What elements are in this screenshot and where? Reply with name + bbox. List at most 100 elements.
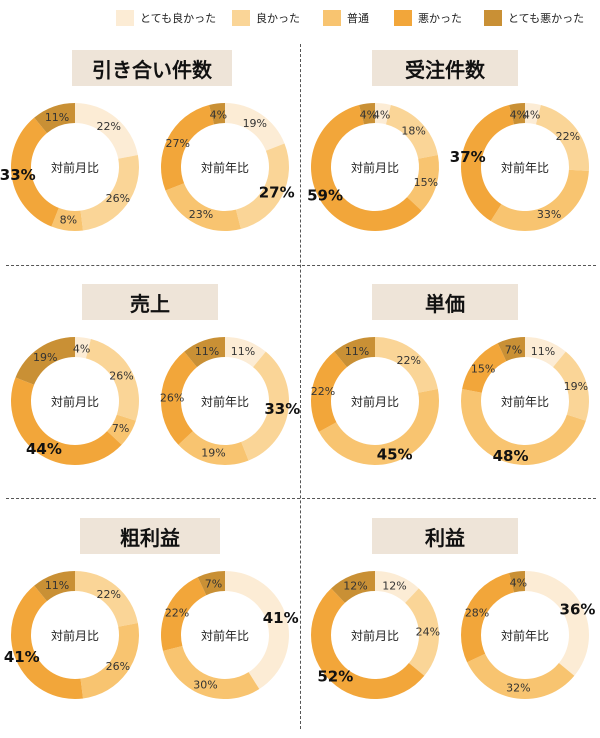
- chart-panel-inquiries: 引き合い件数 22% 26% 8% 33% 11% 対前月比 19% 27% 23% 27% 4%…: [0, 36, 300, 270]
- center-label: 対前月比: [351, 160, 399, 175]
- data-label: 33%: [537, 208, 561, 221]
- data-label: 44%: [26, 440, 62, 458]
- data-label: 15%: [414, 176, 438, 189]
- donut-segment: [359, 103, 375, 125]
- data-label: 26%: [106, 660, 130, 673]
- donut-segment: [184, 337, 225, 368]
- legend-swatch: [394, 10, 412, 26]
- donut-segment: [509, 571, 525, 593]
- donut-segment: [490, 169, 589, 232]
- data-label: 11%: [531, 345, 555, 358]
- donut-segment: [11, 117, 59, 227]
- donut-segment: [75, 571, 138, 627]
- data-label: 4%: [373, 108, 390, 121]
- donut-segment: [509, 103, 525, 125]
- donut-segment: [161, 577, 207, 651]
- legend-item: 良かった: [232, 10, 300, 26]
- donut-segment: [161, 351, 197, 445]
- donut-segment: [235, 143, 289, 229]
- donut-segment: [311, 105, 422, 231]
- center-label: 対前月比: [51, 394, 99, 409]
- donut-segment: [334, 337, 375, 368]
- panel-title: 売上: [82, 284, 218, 320]
- donut-chart-month: 12% 24% 52% 12% 対前月比: [311, 571, 440, 699]
- data-label: 33%: [264, 400, 300, 418]
- donut-chart-year: 11% 33% 19% 26% 11% 対前年比: [160, 337, 300, 465]
- donut-segment: [461, 573, 515, 663]
- legend-item: 普通: [323, 10, 369, 26]
- data-label: 4%: [360, 108, 377, 121]
- donut-segment: [535, 105, 589, 172]
- data-label: 26%: [106, 192, 130, 205]
- data-label: 41%: [263, 609, 299, 627]
- data-label: 12%: [343, 580, 367, 593]
- donut-segment: [525, 571, 589, 676]
- data-label: 4%: [523, 108, 540, 121]
- legend-label: 悪かった: [418, 12, 462, 25]
- center-label: 対前月比: [351, 628, 399, 643]
- data-label: 22%: [556, 130, 580, 143]
- data-label: 59%: [307, 187, 343, 205]
- donut-chart-month: 22% 45% 22% 11% 対前月比: [311, 337, 439, 465]
- chart-panel-sales: 売上 4% 26% 7% 44% 19% 対前月比 11% 33% 19% 26% 11% 対前年比: [0, 270, 300, 504]
- data-label: 22%: [311, 385, 335, 398]
- donut-segment: [51, 207, 84, 232]
- data-label: 33%: [0, 166, 36, 184]
- legend-swatch: [323, 10, 341, 26]
- data-label: 11%: [195, 345, 219, 358]
- donut-segment: [405, 588, 439, 676]
- data-label: 22%: [97, 120, 121, 133]
- donut-segment: [318, 389, 439, 465]
- donut-segment: [209, 103, 225, 125]
- center-label: 対前年比: [501, 160, 549, 175]
- center-label: 対前年比: [201, 394, 249, 409]
- data-label: 23%: [189, 208, 213, 221]
- donut-chart-year: 41% 30% 22% 7% 対前年比: [161, 571, 299, 699]
- data-label: 4%: [510, 576, 527, 589]
- donut-segment: [34, 571, 75, 602]
- data-label: 11%: [345, 345, 369, 358]
- data-label: 26%: [160, 392, 184, 405]
- donut-chart-month: 22% 26% 8% 33% 11% 対前月比: [0, 103, 139, 232]
- data-label: 27%: [166, 137, 190, 150]
- data-label: 7%: [505, 343, 522, 356]
- data-label: 22%: [165, 606, 189, 619]
- panel-title: 粗利益: [80, 518, 220, 554]
- chart-panel-unit-price: 単価 22% 45% 22% 11% 対前月比 11% 19% 48% 15% 7% 対前年比: [300, 270, 600, 504]
- donut-segment: [225, 337, 266, 368]
- donut-segment: [80, 155, 139, 231]
- data-label: 28%: [465, 606, 489, 619]
- donut-segment: [553, 351, 589, 421]
- donut-segment: [311, 588, 425, 699]
- panel-title: 単価: [372, 284, 518, 320]
- donut-chart-month: 4% 18% 15% 59% 4% 対前月比: [307, 103, 439, 231]
- donut-segment: [241, 351, 289, 461]
- donut-segment: [225, 571, 289, 690]
- legend-item: とても良かった: [116, 10, 216, 26]
- donut-segment: [10, 585, 84, 699]
- data-label: 19%: [564, 380, 588, 393]
- data-label: 8%: [60, 214, 77, 227]
- donut-segment: [467, 653, 575, 699]
- center-label: 対前年比: [501, 394, 549, 409]
- legend-item: 悪かった: [394, 10, 462, 26]
- center-label: 対前月比: [51, 628, 99, 643]
- vertical-divider: [300, 44, 301, 729]
- legend: とても良かった 良かった 普通 悪かった とても悪かった: [0, 0, 600, 36]
- legend-swatch: [484, 10, 502, 26]
- donut-segment: [10, 377, 122, 465]
- data-label: 15%: [471, 363, 495, 376]
- legend-label: 普通: [347, 12, 369, 25]
- data-label: 11%: [45, 579, 69, 592]
- donut-segment: [311, 351, 347, 432]
- data-label: 11%: [231, 345, 255, 358]
- donut-chart-month: 4% 26% 7% 44% 19% 対前月比: [10, 337, 139, 465]
- donut-segment: [331, 571, 375, 603]
- donut-segment: [34, 103, 75, 134]
- data-label: 26%: [109, 369, 133, 382]
- center-label: 対前年比: [201, 628, 249, 643]
- data-label: 22%: [97, 588, 121, 601]
- data-label: 45%: [377, 446, 413, 464]
- data-label: 30%: [193, 678, 217, 691]
- donut-segment: [407, 155, 439, 211]
